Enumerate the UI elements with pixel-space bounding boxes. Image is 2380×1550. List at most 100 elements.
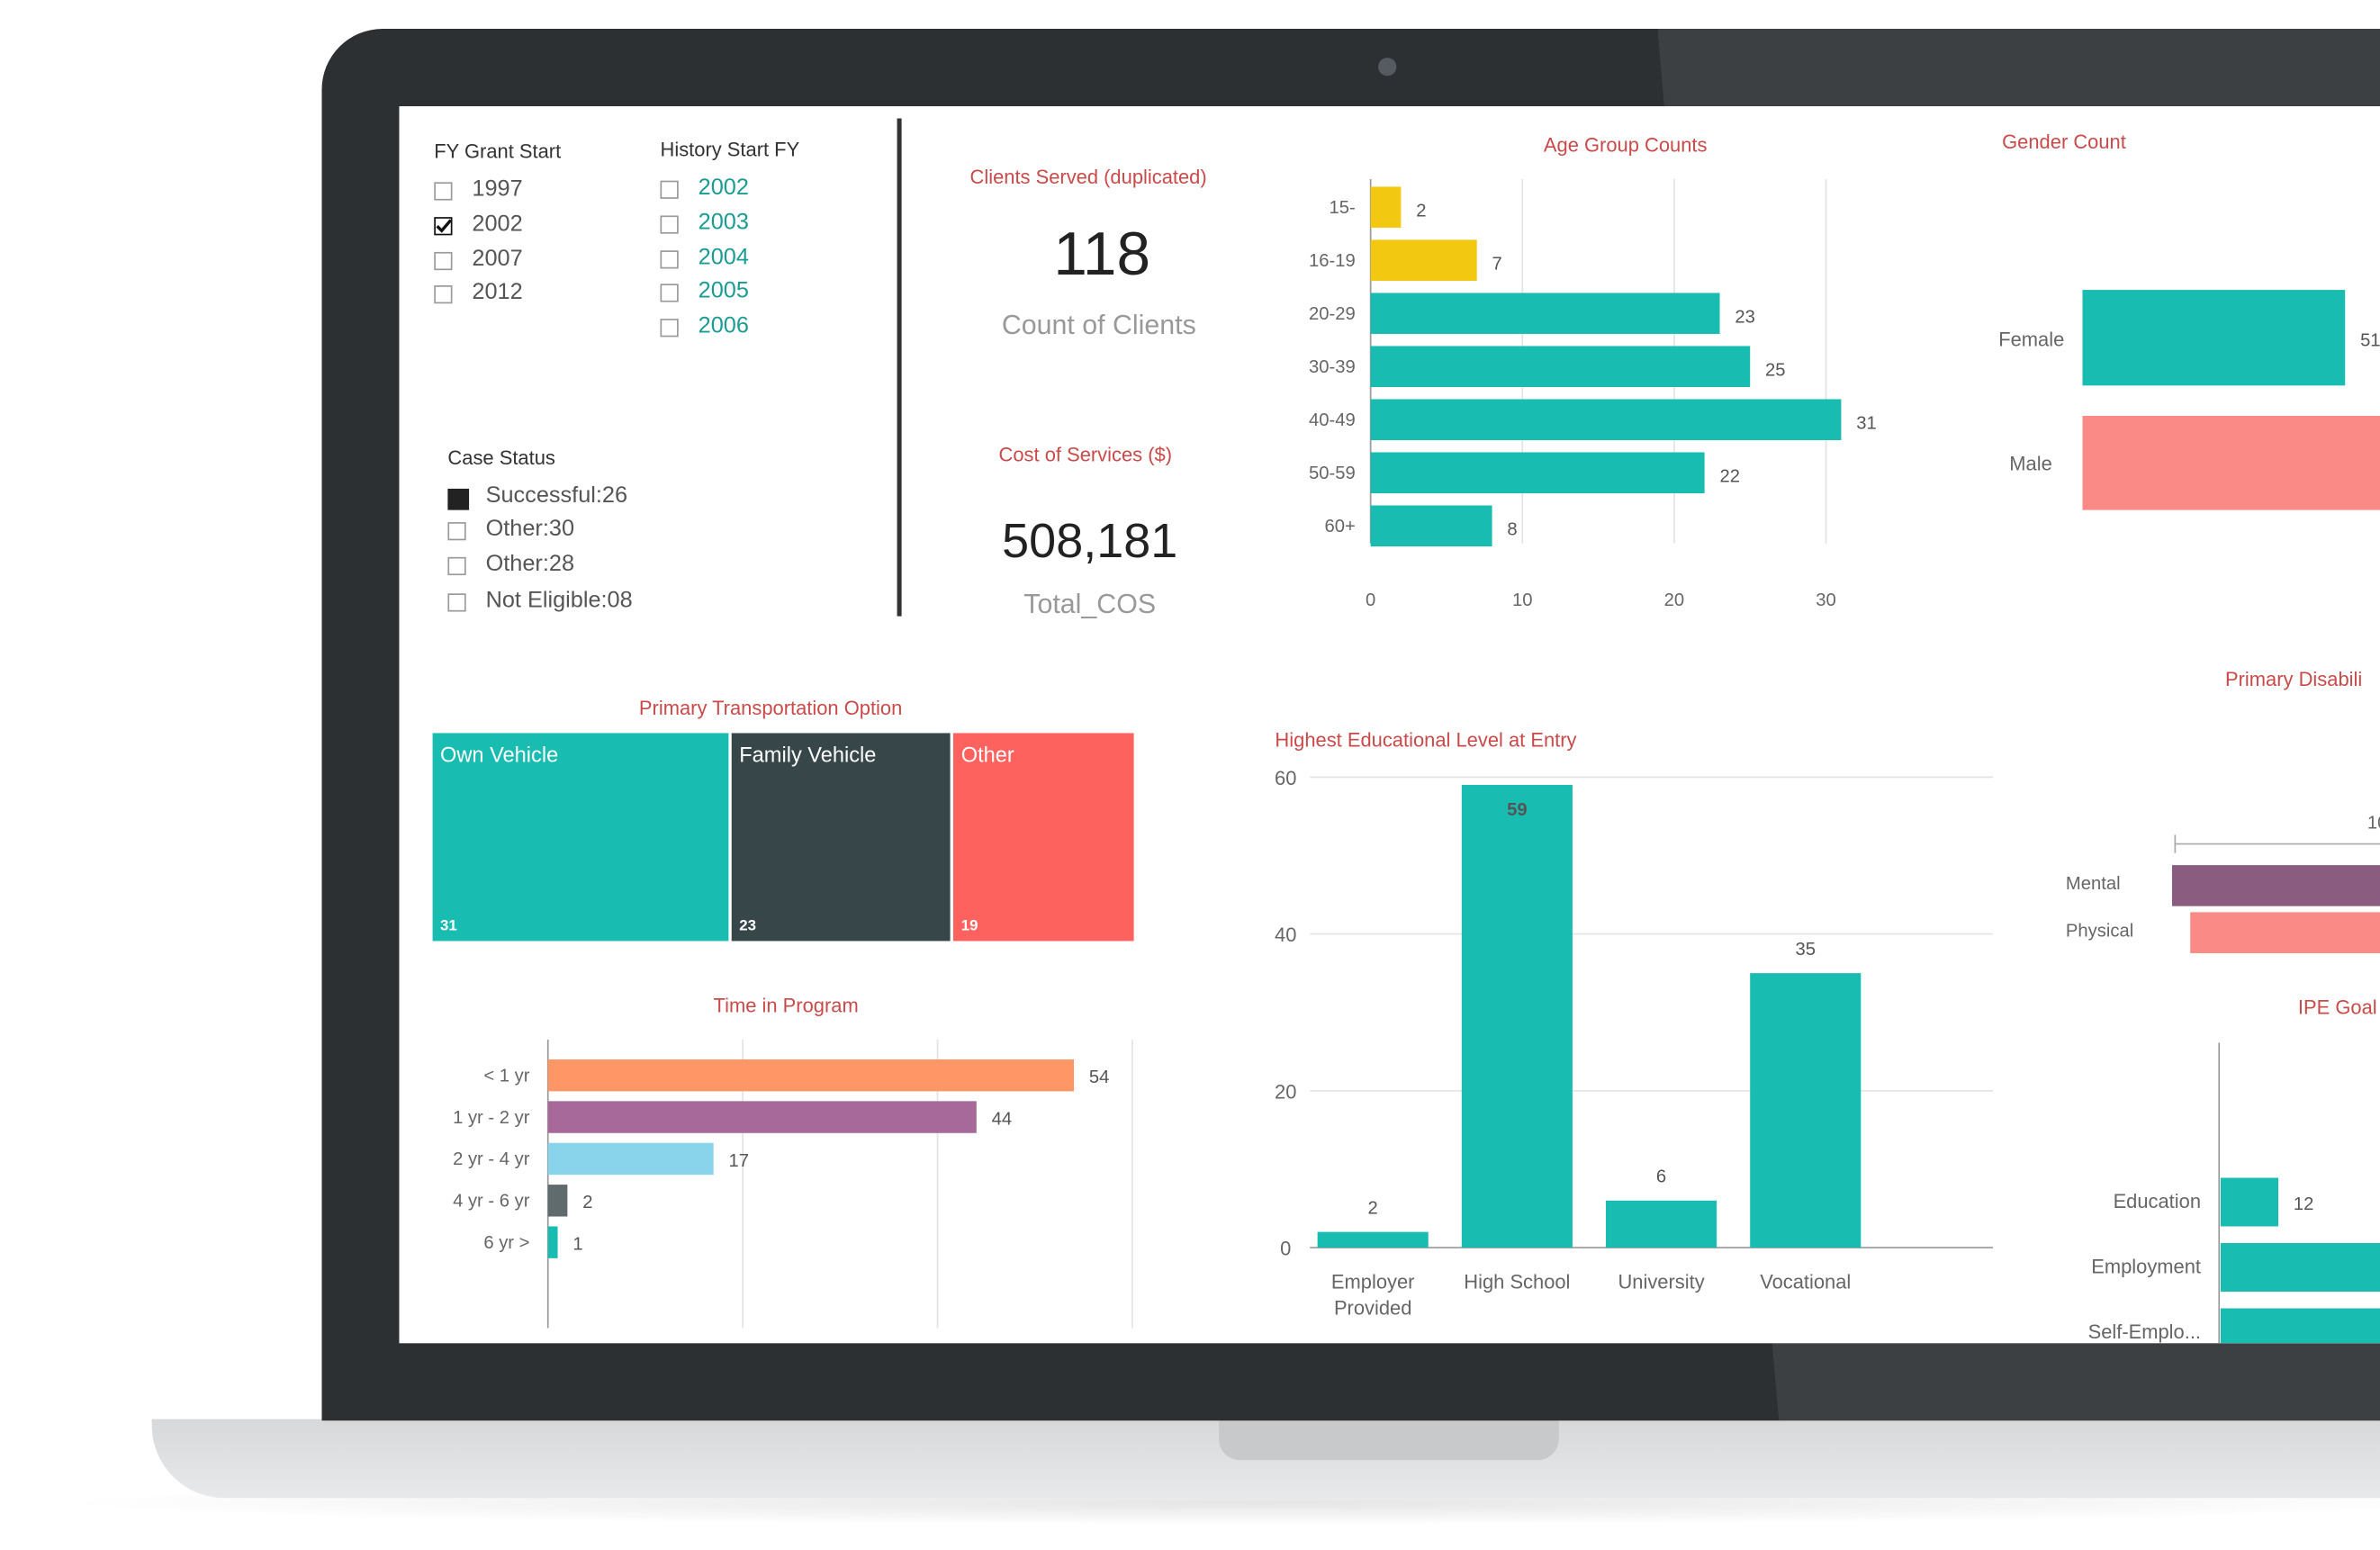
- bar[interactable]: [547, 1059, 1075, 1092]
- y-tick-label: < 1 yr: [483, 1066, 529, 1086]
- data-label: 25: [1765, 360, 1786, 380]
- chart-title-education: Highest Educational Level at Entry: [1275, 728, 1577, 752]
- data-label: 1: [572, 1235, 582, 1255]
- data-label: 7: [1492, 254, 1502, 274]
- data-label: 8: [1507, 519, 1517, 539]
- transportation-treemap[interactable]: Own Vehicle 31 Family Vehicle 23 Other 19: [432, 733, 1137, 942]
- kpi-clients-value: 118: [1053, 221, 1150, 289]
- y-tick-label: 4 yr - 6 yr: [453, 1192, 530, 1212]
- bar[interactable]: [547, 1101, 977, 1133]
- gender-count-chart[interactable]: Female Male 51: [1978, 258, 2380, 532]
- y-tick-label: 1 yr - 2 yr: [453, 1108, 530, 1128]
- bar[interactable]: [1370, 452, 1705, 494]
- bar[interactable]: [2171, 865, 2380, 906]
- primary-disability-chart[interactable]: 1019Mental5Physical5Sensory1: [2039, 698, 2380, 957]
- y-tick-label: Education: [2114, 1190, 2201, 1212]
- y-tick-label: 60: [1275, 767, 1296, 789]
- checkbox-checked[interactable]: [434, 217, 453, 236]
- x-tick-label: University: [1618, 1271, 1704, 1293]
- y-tick-label: Self-Emplo...: [2088, 1320, 2201, 1343]
- bar-male[interactable]: [2082, 416, 2380, 510]
- bar[interactable]: [1370, 186, 1402, 228]
- data-label: 2: [1368, 1198, 1378, 1218]
- bar[interactable]: [2190, 912, 2380, 953]
- slicer-fy-grant-title: FY Grant Start: [434, 140, 562, 163]
- checkmark-icon: [436, 219, 453, 233]
- y-tick-label: 60+: [1324, 517, 1355, 536]
- bar[interactable]: [1370, 346, 1751, 387]
- chart-title-age: Age Group Counts: [1543, 133, 1708, 157]
- treemap-cell-label: Family Vehicle: [739, 742, 877, 767]
- checkbox[interactable]: [434, 251, 453, 271]
- y-tick-label: Physical: [2066, 921, 2133, 941]
- bar[interactable]: [1317, 1231, 1429, 1248]
- treemap-cell-value: 19: [960, 918, 978, 935]
- treemap-cell-label: Other: [960, 742, 1014, 767]
- bar[interactable]: [1370, 399, 1842, 441]
- divider: [897, 118, 902, 617]
- bar[interactable]: [547, 1142, 714, 1176]
- data-label: 2: [1416, 201, 1426, 221]
- x-tick-label: 30: [1816, 590, 1835, 610]
- y-tick-label: Female: [1998, 328, 2064, 350]
- checkbox[interactable]: [434, 182, 453, 201]
- data-label: 44: [992, 1109, 1012, 1129]
- y-tick-label: 50-59: [1309, 464, 1356, 483]
- kpi-clients-label: Count of Clients: [1001, 309, 1196, 340]
- x-tick-label: 10: [1512, 590, 1533, 610]
- education-level-chart[interactable]: 0 20 40 60 2 Employer Provided 59 High School 6 Un…: [1265, 759, 1994, 1336]
- slicer-case-status-title: Case Status: [447, 446, 555, 470]
- bar[interactable]: [1750, 973, 1862, 1248]
- treemap-cell[interactable]: Own Vehicle 31: [432, 733, 729, 942]
- x-tick-label: 0: [1366, 590, 1375, 610]
- x-tick-label: 20: [1664, 590, 1685, 610]
- data-label: 22: [1719, 466, 1740, 486]
- treemap-cell-value: 23: [739, 918, 757, 935]
- bar[interactable]: [1370, 239, 1477, 281]
- y-tick-label: Male: [2009, 453, 2051, 475]
- checkbox-filled[interactable]: [447, 488, 470, 510]
- data-label: 54: [1089, 1068, 1110, 1087]
- data-label: 23: [1735, 307, 1755, 327]
- chart-title-gender: Gender Count: [2002, 131, 2126, 154]
- bar[interactable]: [547, 1185, 568, 1217]
- y-tick-label: 20: [1275, 1080, 1296, 1103]
- treemap-cell-label: Own Vehicle: [440, 742, 559, 767]
- bar[interactable]: [547, 1226, 558, 1258]
- y-tick-label: Employment: [2091, 1256, 2201, 1278]
- chart-title-disability: Primary Disabili: [2224, 667, 2363, 691]
- y-tick-label: 40: [1275, 924, 1296, 946]
- bar-female[interactable]: [2082, 290, 2346, 386]
- bar[interactable]: [1606, 1200, 1717, 1248]
- chart-title-ipe: IPE Goal: [2297, 996, 2377, 1019]
- y-tick-label: 6 yr >: [483, 1233, 529, 1253]
- x-tick-label: Vocational: [1760, 1271, 1851, 1293]
- y-tick-label: 2 yr - 4 yr: [453, 1149, 530, 1169]
- age-group-chart[interactable]: 0 10 20 30 15- 2 16-19 7 20-29 23 30-39 25 40-49 31 50…: [1279, 167, 1947, 622]
- bar[interactable]: [1370, 293, 1720, 334]
- treemap-cell[interactable]: Family Vehicle 23: [731, 733, 951, 942]
- bar[interactable]: [2220, 1177, 2279, 1227]
- y-tick-label: 30-39: [1309, 357, 1356, 377]
- y-tick-label: Mental: [2066, 874, 2121, 894]
- bar[interactable]: [2220, 1308, 2380, 1344]
- y-tick-label: 15-: [1330, 198, 1356, 218]
- treemap-cell[interactable]: Other 19: [953, 733, 1134, 942]
- chart-title-time: Time in Program: [713, 994, 859, 1017]
- data-label: 12: [2294, 1194, 2314, 1214]
- data-label: 6: [1656, 1167, 1666, 1187]
- data-label: 35: [1796, 940, 1817, 960]
- kpi-cost-value: 508,181: [1002, 512, 1178, 568]
- bar[interactable]: [1370, 505, 1492, 547]
- slicer-history-title: History Start FY: [660, 138, 800, 161]
- axis-tick-label: 10: [2367, 814, 2380, 834]
- dashboard-screen: FY Grant Start 1997 2002 2007 2012 H: [399, 106, 2380, 1344]
- data-label: 51: [2360, 330, 2380, 350]
- bar[interactable]: [2220, 1243, 2380, 1292]
- bar[interactable]: [1461, 785, 1573, 1248]
- data-label: 2: [582, 1193, 592, 1212]
- treemap-cell-value: 31: [440, 918, 457, 935]
- checkbox[interactable]: [434, 285, 453, 304]
